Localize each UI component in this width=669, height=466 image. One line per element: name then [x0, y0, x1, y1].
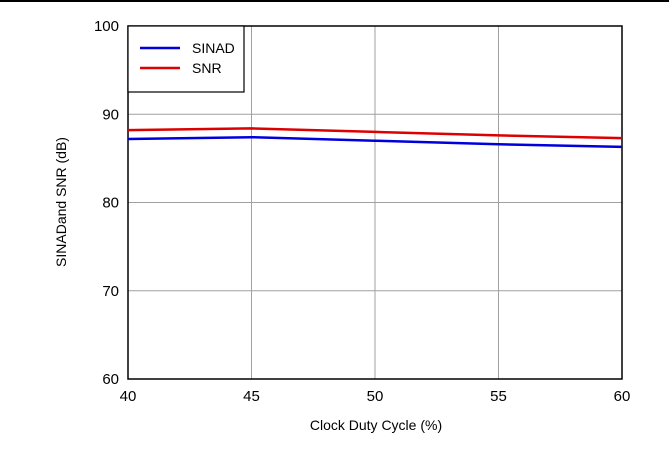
plot-frame — [127, 25, 623, 380]
legend-box — [127, 25, 245, 93]
y-tick-label: 100 — [94, 18, 119, 35]
x-tick-label: 45 — [243, 388, 260, 405]
tick-labels: 40 45 50 55 60 60 70 80 90 100 — [94, 18, 630, 405]
legend-label: SINAD — [192, 40, 235, 56]
x-axis-label: Clock Duty Cycle (%) — [310, 417, 442, 433]
x-tick-label: 40 — [120, 388, 137, 405]
x-tick-label: 50 — [367, 388, 384, 405]
legend-label: SNR — [192, 60, 222, 76]
y-tick-label: 60 — [102, 371, 119, 388]
y-tick-label: 70 — [102, 283, 119, 300]
legend: SINAD SNR — [127, 25, 245, 93]
y-tick-label: 90 — [102, 106, 119, 123]
series-layer — [127, 127, 623, 149]
x-tick-label: 55 — [490, 388, 507, 405]
y-axis-label: SINADand SNR (dB) — [53, 137, 69, 267]
y-tick-label: 80 — [102, 195, 119, 212]
series-line-sinad — [127, 135, 623, 149]
x-tick-label: 60 — [614, 388, 631, 405]
top-rule — [0, 0, 669, 2]
series-line-snr — [127, 127, 623, 140]
